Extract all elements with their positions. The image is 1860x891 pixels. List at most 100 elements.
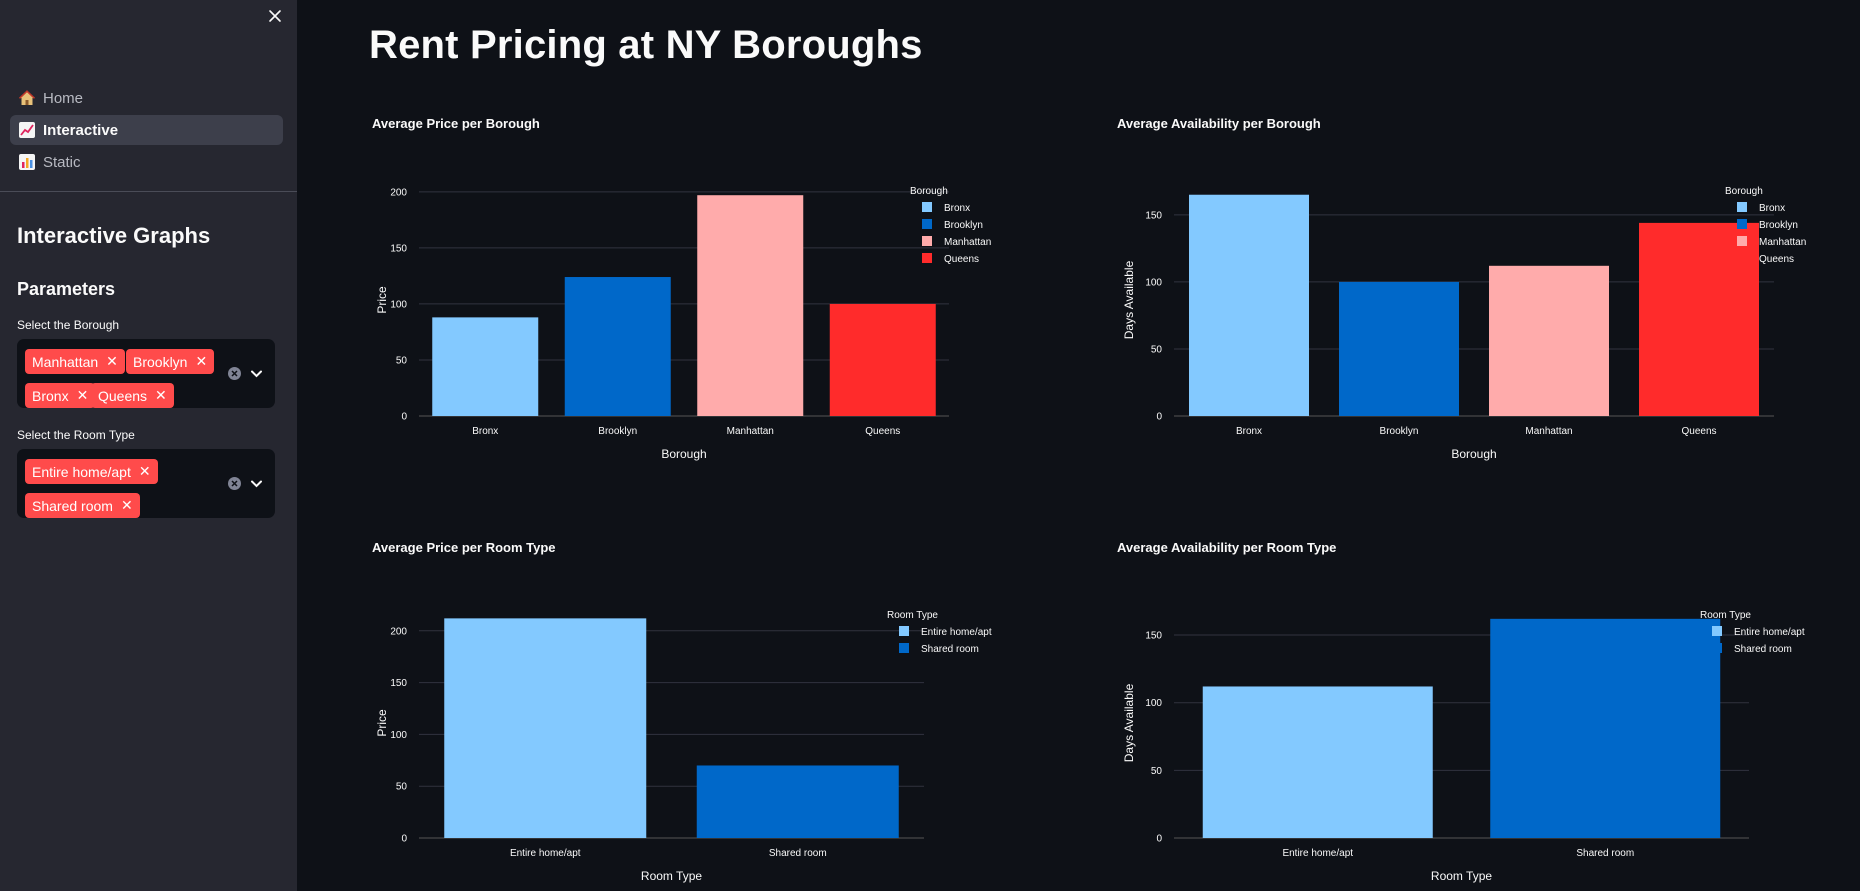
bar-manhattan (1489, 265, 1609, 416)
chart-availability-per-borough[interactable]: Average Availability per Borough 0 50 100 1… (1117, 116, 1852, 476)
x-tick-label: Queens (865, 426, 900, 437)
nav-label-interactive: Interactive (43, 121, 119, 139)
borough-multiselect[interactable]: Manhattan ✕ Brooklyn ✕ Bronx ✕ Queens ✕ (17, 339, 275, 408)
y-axis-label: Days Available (1122, 260, 1136, 339)
clear-all-icon[interactable] (227, 366, 242, 381)
chip-manhattan[interactable]: Manhattan ✕ (25, 349, 125, 374)
legend-title: Room Type (1700, 610, 1751, 621)
y-axis-label: Price (375, 286, 389, 314)
nav-item-static[interactable]: Static (10, 147, 283, 177)
legend-title: Borough (910, 186, 948, 197)
legend-swatch (1737, 202, 1747, 212)
close-icon (269, 10, 281, 22)
y-tick-label: 0 (1156, 412, 1162, 423)
legend-swatch (899, 626, 909, 636)
chip-remove-icon[interactable]: ✕ (195, 353, 208, 369)
y-tick-label: 0 (401, 834, 407, 845)
nav-item-interactive[interactable]: Interactive (10, 115, 283, 145)
legend-title: Room Type (887, 610, 938, 621)
x-tick-label: Shared room (769, 848, 827, 859)
y-tick-label: 0 (401, 412, 407, 423)
sidebar: Home Interactive (0, 0, 297, 891)
y-tick-label: 100 (1145, 698, 1162, 709)
legend-label: Entire home/apt (921, 627, 992, 638)
chevron-down-icon[interactable] (250, 477, 263, 490)
chart-svg: 0 50 100 150 Bronx Brooklyn Manhattan Queens Bor… (1122, 186, 1806, 461)
chart-title: Average Price per Room Type (372, 540, 556, 555)
chip-remove-icon[interactable]: ✕ (106, 353, 118, 369)
chip-label: Entire home/apt (32, 463, 131, 480)
y-axis-label: Price (375, 709, 389, 737)
legend-label: Manhattan (944, 237, 991, 248)
x-tick-label: Shared room (1576, 848, 1634, 859)
legend-swatch (1737, 236, 1747, 246)
chart-availability-per-room-type[interactable]: Average Availability per Room Type 0 50 10… (1117, 540, 1852, 891)
legend-label: Brooklyn (1759, 220, 1798, 231)
x-tick-label: Manhattan (1525, 426, 1572, 437)
legend-label: Queens (1759, 254, 1794, 265)
chart-svg: 0 50 100 150 Entire home/apt Shared room Room … (1122, 610, 1805, 883)
legend-label: Shared room (921, 644, 979, 655)
y-tick-label: 100 (390, 299, 407, 310)
legend-label: Manhattan (1759, 237, 1806, 248)
chip-remove-icon[interactable]: ✕ (155, 387, 167, 403)
x-tick-label: Entire home/apt (1282, 848, 1353, 859)
chart-title: Average Availability per Borough (1117, 116, 1321, 131)
x-tick-label: Manhattan (727, 426, 774, 437)
chevron-down-icon[interactable] (250, 367, 263, 380)
bar-queens (829, 303, 936, 416)
y-tick-label: 50 (1151, 766, 1163, 777)
nav-label-static: Static (43, 153, 81, 171)
borough-select-label: Select the Borough (17, 318, 120, 332)
sidebar-divider (0, 191, 297, 192)
chart-price-per-room-type[interactable]: Average Price per Room Type 0 50 100 150 200… (372, 540, 1092, 891)
legend-swatch (922, 253, 932, 263)
chip-remove-icon[interactable]: ✕ (76, 387, 89, 403)
chip-entire-home[interactable]: Entire home/apt ✕ (25, 459, 158, 484)
chip-queens[interactable]: Queens ✕ (91, 383, 174, 408)
y-tick-label: 150 (390, 678, 407, 689)
chip-remove-icon[interactable]: ✕ (138, 463, 151, 479)
chip-label: Brooklyn (133, 353, 188, 370)
chip-bronx[interactable]: Bronx ✕ (25, 383, 96, 408)
nav-label-home: Home (43, 89, 84, 107)
legend-swatch (1737, 219, 1747, 229)
bar-brooklyn (1339, 281, 1459, 416)
legend-label: Bronx (1759, 203, 1785, 214)
legend-swatch (1712, 626, 1722, 636)
x-tick-label: Brooklyn (1380, 426, 1419, 437)
clear-all-icon[interactable] (227, 476, 242, 491)
y-tick-label: 200 (390, 187, 407, 198)
legend-label: Bronx (944, 203, 970, 214)
bar-entire-home-apt (444, 618, 647, 838)
bar-chart-icon (18, 153, 36, 171)
chip-label: Bronx (32, 387, 69, 404)
y-tick-label: 150 (1145, 210, 1162, 221)
y-tick-label: 150 (390, 243, 407, 254)
y-tick-label: 0 (1156, 834, 1162, 845)
legend-label: Shared room (1734, 644, 1792, 655)
room-type-multiselect[interactable]: Entire home/apt ✕ Shared room ✕ (17, 449, 275, 518)
sidebar-nav: Home Interactive (10, 83, 283, 179)
room-select-label: Select the Room Type (17, 428, 135, 442)
legend-swatch (1712, 643, 1722, 653)
nav-item-home[interactable]: Home (10, 83, 283, 113)
main-content: Rent Pricing at NY Boroughs Average Pric… (297, 0, 1860, 891)
chip-remove-icon[interactable]: ✕ (120, 497, 133, 513)
chip-brooklyn[interactable]: Brooklyn ✕ (126, 349, 215, 374)
y-tick-label: 100 (1145, 277, 1162, 288)
y-tick-label: 50 (396, 782, 408, 793)
x-axis-label: Room Type (641, 869, 702, 883)
x-tick-label: Entire home/apt (510, 848, 581, 859)
x-axis-label: Room Type (1431, 869, 1492, 883)
y-tick-label: 100 (390, 730, 407, 741)
x-tick-label: Queens (1681, 426, 1716, 437)
close-sidebar-button[interactable] (266, 5, 284, 27)
parameters-heading: Parameters (17, 279, 116, 299)
chart-price-per-borough[interactable]: Average Price per Borough 0 50 100 150 200 Br… (372, 116, 1092, 476)
chip-shared-room[interactable]: Shared room ✕ (25, 493, 140, 518)
x-tick-label: Brooklyn (598, 426, 637, 437)
y-tick-label: 150 (1145, 631, 1162, 642)
bar-shared-room (1490, 618, 1721, 838)
